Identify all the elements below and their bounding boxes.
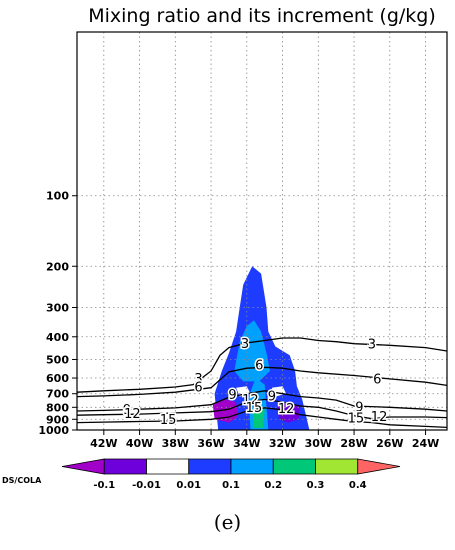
contour-label: 3 — [241, 337, 249, 352]
shade-purple-right — [277, 402, 301, 423]
contour-label: 3 — [368, 338, 376, 353]
plot-frame — [76, 31, 448, 431]
y-tick-label: 100 — [46, 190, 69, 203]
contour-label: 12 — [124, 407, 141, 422]
contour-lines — [77, 337, 447, 429]
y-tick-label: 200 — [46, 260, 69, 273]
contour-label: 6 — [255, 358, 263, 373]
colorbar-swatch — [103, 458, 147, 475]
x-tick-label: 26W — [376, 437, 403, 450]
contour-label: 12 — [242, 393, 259, 408]
colorbar-label: 0.01 — [176, 480, 201, 491]
axes: 42W 40W 38W 36W 34W 32W 30W 28W 26W 24W 100 200 300 4… — [38, 190, 439, 450]
x-tick-label: 28W — [340, 437, 367, 450]
x-tick-label: 38W — [162, 437, 189, 450]
x-tick-label: 30W — [305, 437, 332, 450]
y-tick-label: 500 — [46, 353, 69, 366]
colorbar-swatch — [230, 458, 274, 475]
contour-line-15 — [77, 407, 447, 429]
colorbar-label: 0.3 — [307, 480, 325, 491]
x-tick-label: 40W — [126, 437, 153, 450]
y-tick-label: 700 — [46, 388, 69, 401]
contour-line-12 — [77, 398, 447, 420]
x-tick-label: 24W — [412, 437, 439, 450]
shade-light-blue — [234, 320, 270, 382]
shade-purple-left — [212, 399, 238, 423]
contour-label: 3 — [194, 372, 202, 387]
colorbar-label: 0.4 — [349, 480, 367, 491]
contour-label: 15 — [246, 401, 263, 416]
panel-label: (e) — [213, 510, 242, 534]
y-tick-label: 900 — [46, 413, 69, 426]
contour-label: 6 — [194, 381, 202, 396]
x-tick-label: 36W — [197, 437, 224, 450]
colorbar-swatch — [61, 458, 105, 475]
credit-label: DS/COLA — [2, 476, 42, 485]
contour-label: 9 — [228, 388, 236, 403]
colorbar-label: -0.01 — [132, 480, 161, 491]
contour-label: 12 — [371, 410, 388, 425]
colorbar-swatch — [146, 458, 190, 475]
contour-line-9 — [77, 390, 447, 412]
x-tick-label: 32W — [269, 437, 296, 450]
x-tick-label: 42W — [90, 437, 117, 450]
colorbar-label: -0.1 — [93, 480, 115, 491]
colorbar-swatch — [188, 458, 232, 475]
contour-label: 12 — [278, 402, 295, 417]
contour-line-6 — [77, 366, 447, 398]
chart-figure: Mixing ratio and its increment (g/kg) 3 3… — [2, 5, 448, 491]
colorbar-swatch — [272, 458, 316, 475]
y-tick-label: 800 — [46, 401, 69, 414]
chart-title: Mixing ratio and its increment (g/kg) — [88, 5, 436, 27]
colorbar-swatch — [357, 458, 401, 475]
colorbar-label: 0.2 — [264, 480, 282, 491]
colorbar-swatch — [315, 458, 359, 475]
contour-line-3 — [77, 337, 447, 393]
contour-label: 15 — [348, 412, 365, 427]
contour-label: 6 — [373, 372, 381, 387]
grid — [77, 32, 447, 430]
y-tick-label: 1000 — [38, 424, 69, 437]
contour-label: 9 — [355, 400, 363, 415]
y-tick-label: 600 — [46, 372, 69, 385]
contour-label: 15 — [160, 413, 177, 428]
colorbar-label: 0.1 — [222, 480, 240, 491]
contour-label: 9 — [268, 390, 276, 405]
y-tick-label: 300 — [46, 302, 69, 315]
colorbar: -0.1 -0.01 0.01 0.1 0.2 0.3 0.4 — [61, 458, 401, 491]
x-tick-label: 34W — [233, 437, 260, 450]
y-tick-label: 400 — [46, 331, 69, 344]
contour-label: 9 — [123, 403, 131, 418]
